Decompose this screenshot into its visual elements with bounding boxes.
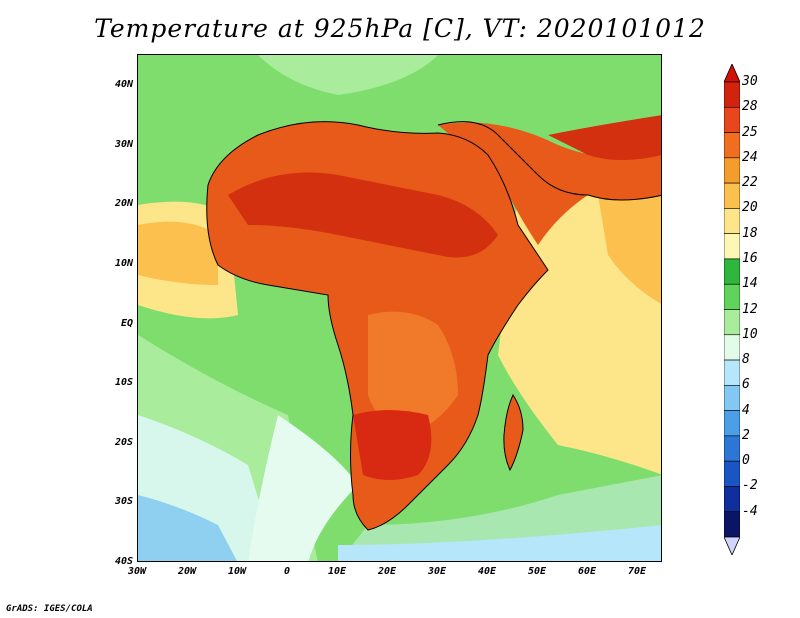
arabia-coastline xyxy=(437,121,661,201)
lon-label-20w: 20W xyxy=(177,566,197,577)
southern-africa-hot-core xyxy=(353,410,432,480)
europe-cooler-region xyxy=(258,55,438,95)
colorbar-cell xyxy=(724,359,740,386)
colorbar-label: 12 xyxy=(742,301,758,317)
colorbar-cell xyxy=(724,309,740,336)
colorbar-label: 24 xyxy=(742,149,758,165)
ocean-warmer-arabian-sea xyxy=(598,195,661,304)
africa-coastline xyxy=(206,121,549,531)
colorbar-cell xyxy=(724,132,740,159)
grads-credit: GrADS: IGES/COLA xyxy=(6,604,93,614)
colorbar-cell xyxy=(724,81,740,108)
colorbar-label: 10 xyxy=(742,326,758,342)
lon-label-0: 0 xyxy=(283,566,291,577)
colorbar-cell xyxy=(724,410,740,437)
sahel-hot-core xyxy=(228,172,498,258)
colorbar-cell xyxy=(724,157,740,184)
colorbar-label: 14 xyxy=(742,276,758,292)
lat-label-30n: 30N xyxy=(114,139,133,150)
colorbar-label: 0 xyxy=(742,453,750,469)
colorbar-cell xyxy=(724,511,740,538)
colorbar-label: 30 xyxy=(742,74,758,89)
lat-label-40n: 40N xyxy=(114,79,133,90)
colorbar-cell xyxy=(724,334,740,361)
persian-gulf-hot-core xyxy=(548,115,661,160)
colorbar-label: 18 xyxy=(742,225,758,241)
lat-label-10n: 10N xyxy=(114,258,133,269)
lon-label-60e: 60E xyxy=(577,566,597,577)
colorbar-label: 25 xyxy=(742,124,758,140)
colorbar-label: 28 xyxy=(742,99,758,115)
colorbar-cell xyxy=(724,486,740,513)
lat-label-10s: 10S xyxy=(114,377,133,388)
colorbar-cell xyxy=(724,283,740,310)
madagascar-coastline xyxy=(503,393,524,472)
lon-label-30w: 30W xyxy=(127,566,147,577)
map-title: Temperature at 925hPa [C], VT: 202010101… xyxy=(94,14,706,43)
lat-label-30s: 30S xyxy=(114,496,133,507)
colorbar-cell xyxy=(724,435,740,462)
colorbar-label: -4 xyxy=(742,503,758,519)
colorbar-label: -2 xyxy=(742,478,758,494)
ocean-cold-band-se xyxy=(338,525,661,561)
lon-label-50e: 50E xyxy=(527,566,547,577)
colorbar-label: 16 xyxy=(742,250,758,266)
madagascar xyxy=(503,395,523,470)
colorbar-cell xyxy=(724,258,740,285)
colorbar-cell xyxy=(724,233,740,260)
benguela-cool-current xyxy=(248,415,358,561)
colorbar-cell xyxy=(724,106,740,133)
colorbar-bottom-arrow xyxy=(724,536,740,555)
lat-label-20n: 20N xyxy=(114,198,133,209)
colorbar-label: 6 xyxy=(742,377,750,393)
colorbar-label: 4 xyxy=(742,402,750,418)
colorbar-label: 20 xyxy=(742,200,758,216)
lon-label-70e: 70E xyxy=(627,566,647,577)
ocean-cold-band-sw xyxy=(138,495,237,561)
map-graphic xyxy=(138,55,661,561)
lon-label-20e: 20E xyxy=(377,566,397,577)
colorbar-label: 22 xyxy=(742,175,758,191)
lon-label-30e: 30E xyxy=(427,566,447,577)
lon-label-40e: 40E xyxy=(477,566,497,577)
congo-basin-region xyxy=(368,311,458,435)
temperature-map xyxy=(137,54,662,562)
colorbar xyxy=(724,64,740,555)
colorbar-top-arrow xyxy=(724,64,740,83)
colorbar-cell xyxy=(724,182,740,209)
colorbar-label: 8 xyxy=(742,352,750,368)
lon-label-10w: 10W xyxy=(227,566,247,577)
lat-label-eq: EQ xyxy=(120,318,133,329)
colorbar-cell xyxy=(724,460,740,487)
colorbar-cell xyxy=(724,385,740,411)
north-cool-band xyxy=(138,55,661,145)
colorbar-label: 2 xyxy=(742,427,750,443)
lat-label-40s: 40S xyxy=(114,556,133,567)
ocean-warmer-atlantic xyxy=(138,221,218,285)
lon-label-10e: 10E xyxy=(327,566,347,577)
colorbar-cell xyxy=(724,208,740,234)
lat-label-20s: 20S xyxy=(114,437,133,448)
